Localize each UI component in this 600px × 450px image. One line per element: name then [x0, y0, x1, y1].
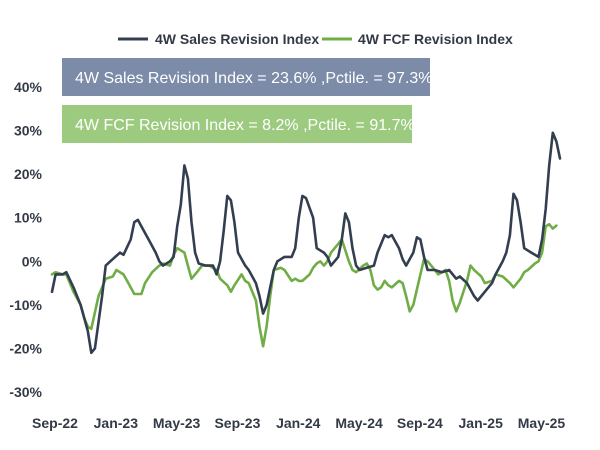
y-tick-label: 0%: [22, 253, 43, 269]
x-tick-label: Jan-23: [94, 415, 139, 431]
y-axis: 40% 30% 20% 10% 0% -10% -20% -30%: [9, 79, 42, 400]
y-tick-label: -20%: [9, 340, 42, 356]
y-tick-label: 40%: [14, 79, 43, 95]
annotation-fcf: 4W FCF Revision Index = 8.2% ,Pctile. = …: [62, 105, 415, 143]
x-tick-label: May-25: [518, 415, 566, 431]
y-tick-label: -10%: [9, 297, 42, 313]
series-line-sales: [50, 131, 562, 355]
annotation-text-fcf: 4W FCF Revision Index = 8.2% ,Pctile. = …: [75, 117, 415, 134]
x-tick-label: May-23: [153, 415, 201, 431]
y-tick-label: 20%: [14, 166, 43, 182]
x-tick-label: May-24: [335, 415, 383, 431]
legend: 4W Sales Revision Index 4W FCF Revision …: [118, 31, 513, 47]
annotation-box-sales: [62, 58, 430, 96]
annotation-text-sales: 4W Sales Revision Index = 23.6% ,Pctile.…: [75, 70, 433, 87]
x-tick-label: Sep-23: [214, 415, 260, 431]
legend-label-fcf: 4W FCF Revision Index: [358, 31, 513, 47]
x-tick-label: Jan-25: [459, 415, 504, 431]
annotation-box-fcf: [62, 105, 412, 143]
legend-label-sales: 4W Sales Revision Index: [155, 31, 319, 47]
x-tick-label: Sep-24: [397, 415, 443, 431]
y-tick-label: 30%: [14, 123, 43, 139]
x-axis: Sep-22 Jan-23 May-23 Sep-23 Jan-24 May-24 Sep-…: [32, 415, 565, 431]
y-tick-label: -30%: [9, 384, 42, 400]
x-tick-label: Jan-24: [276, 415, 321, 431]
y-tick-label: 10%: [14, 210, 43, 226]
annotation-sales: 4W Sales Revision Index = 23.6% ,Pctile.…: [62, 58, 433, 96]
x-tick-label: Sep-22: [32, 415, 78, 431]
series-line-fcf: [50, 223, 558, 348]
